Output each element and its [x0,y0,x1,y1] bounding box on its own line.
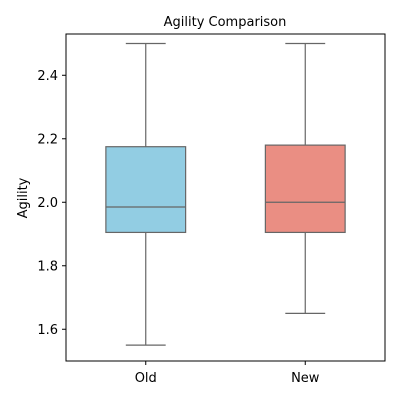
x-tick-label: New [291,371,320,386]
plot-frame [65,33,386,362]
box-group-old [105,42,187,346]
x-axis-ticks: Old New [135,361,320,386]
y-tick-label: 1.8 [37,259,58,274]
y-axis-label: Agility [16,177,31,218]
box-new [264,144,346,234]
box-group-new [264,42,346,314]
y-axis-ticks: 1.6 1.8 2.0 2.2 2.4 [37,69,66,338]
x-tick-label: Old [135,371,157,386]
plot-content [105,42,346,346]
chart-title: Agility Comparison [164,15,287,30]
y-tick-label: 2.2 [37,132,58,147]
y-tick-label: 1.6 [37,323,58,338]
y-tick-label: 2.4 [37,69,58,84]
box-old [105,146,187,234]
y-tick-label: 2.0 [37,196,58,211]
